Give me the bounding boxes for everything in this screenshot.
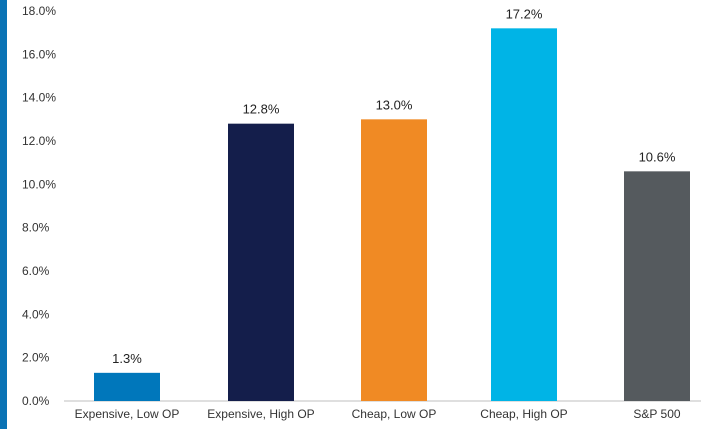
data-label: 10.6% xyxy=(639,149,676,164)
y-axis: 0.0% 2.0% 4.0% 6.0% 8.0% 10.0% 12.0% 14.0% 16.0%… xyxy=(22,4,56,408)
bar xyxy=(228,123,294,402)
data-label: 17.2% xyxy=(506,6,543,21)
data-labels-group: 1.3% 12.8% 13.0% 17.2% 10.6% xyxy=(112,6,676,366)
x-tick-label: Cheap, Low OP xyxy=(352,407,437,421)
x-tick-label: Expensive, Low OP xyxy=(75,407,180,421)
bar xyxy=(491,28,557,401)
y-tick-label: 10.0% xyxy=(22,177,56,191)
data-label: 1.3% xyxy=(112,351,142,366)
x-tick-label: S&P 500 xyxy=(633,407,680,421)
bar xyxy=(361,119,427,401)
data-label: 12.8% xyxy=(243,102,280,117)
y-tick-label: 4.0% xyxy=(22,307,50,321)
bar xyxy=(624,171,690,401)
bars-group xyxy=(94,28,690,402)
x-labels-group: Expensive, Low OP Expensive, High OP Cheap… xyxy=(75,407,681,421)
left-accent-bar xyxy=(0,0,7,429)
y-tick-label: 18.0% xyxy=(22,4,56,18)
y-tick-label: 16.0% xyxy=(22,47,56,61)
y-tick-label: 14.0% xyxy=(22,91,56,105)
y-tick-label: 12.0% xyxy=(22,134,56,148)
bar xyxy=(94,372,160,401)
y-tick-label: 2.0% xyxy=(22,351,50,365)
y-tick-label: 0.0% xyxy=(22,394,50,408)
x-tick-label: Cheap, High OP xyxy=(480,407,567,421)
y-tick-label: 6.0% xyxy=(22,264,50,278)
data-label: 13.0% xyxy=(376,97,413,112)
y-tick-label: 8.0% xyxy=(22,221,50,235)
x-tick-label: Expensive, High OP xyxy=(207,407,314,421)
